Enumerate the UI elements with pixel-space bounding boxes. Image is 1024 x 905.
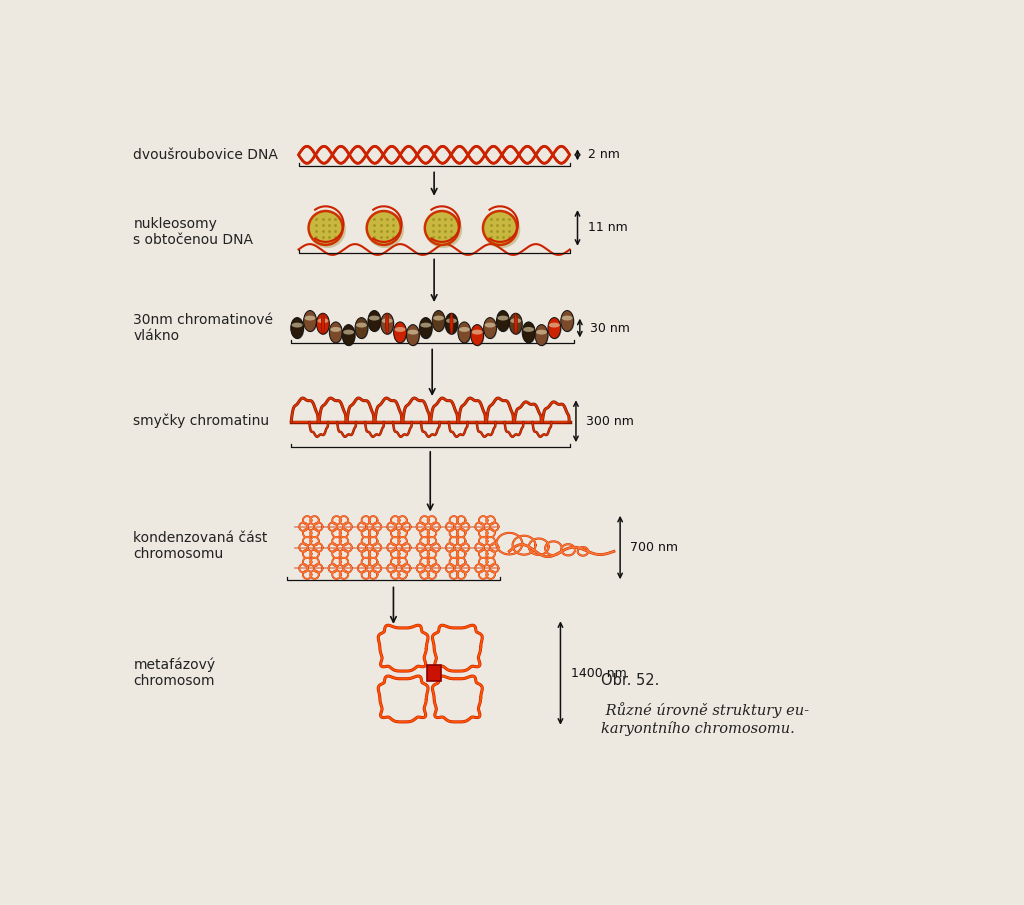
Ellipse shape — [522, 322, 536, 343]
Ellipse shape — [482, 211, 520, 248]
Ellipse shape — [561, 310, 573, 331]
Ellipse shape — [381, 313, 393, 334]
Ellipse shape — [445, 314, 459, 335]
Ellipse shape — [394, 323, 408, 344]
Ellipse shape — [459, 327, 470, 332]
Ellipse shape — [548, 318, 561, 338]
Ellipse shape — [432, 310, 445, 331]
Text: Obr. 52.: Obr. 52. — [601, 673, 659, 688]
Ellipse shape — [458, 322, 471, 343]
Ellipse shape — [292, 319, 304, 339]
Ellipse shape — [445, 313, 458, 334]
Bar — [427, 665, 441, 681]
Ellipse shape — [433, 316, 444, 320]
Ellipse shape — [459, 323, 471, 344]
Ellipse shape — [331, 327, 341, 332]
Ellipse shape — [561, 311, 574, 332]
Ellipse shape — [536, 329, 547, 335]
Ellipse shape — [355, 318, 368, 338]
Text: smyčky chromatinu: smyčky chromatinu — [133, 414, 269, 428]
Text: kondenzovaná část
chromosomu: kondenzovaná část chromosomu — [133, 531, 268, 561]
Ellipse shape — [471, 326, 484, 347]
Ellipse shape — [386, 313, 389, 334]
Ellipse shape — [408, 326, 420, 347]
Ellipse shape — [510, 314, 523, 335]
Ellipse shape — [433, 311, 445, 332]
Ellipse shape — [523, 323, 536, 344]
Ellipse shape — [393, 322, 407, 343]
Ellipse shape — [368, 310, 381, 331]
Ellipse shape — [472, 329, 482, 335]
Text: 1400 nm: 1400 nm — [570, 666, 627, 680]
Ellipse shape — [369, 311, 382, 332]
Ellipse shape — [536, 326, 549, 347]
Ellipse shape — [549, 322, 560, 328]
Ellipse shape — [484, 319, 498, 339]
Ellipse shape — [446, 319, 457, 323]
Text: 11 nm: 11 nm — [588, 222, 628, 234]
Ellipse shape — [322, 313, 325, 334]
Circle shape — [367, 211, 400, 245]
Text: 2 nm: 2 nm — [588, 148, 620, 161]
Ellipse shape — [369, 316, 380, 320]
Ellipse shape — [497, 310, 509, 331]
Ellipse shape — [536, 325, 548, 346]
Ellipse shape — [367, 211, 404, 248]
Ellipse shape — [303, 310, 316, 331]
Ellipse shape — [342, 325, 355, 346]
Text: metafázový
chromosom: metafázový chromosom — [133, 658, 215, 689]
Ellipse shape — [471, 325, 483, 346]
Circle shape — [483, 211, 517, 245]
Ellipse shape — [420, 319, 433, 339]
Ellipse shape — [316, 313, 330, 334]
Ellipse shape — [317, 314, 330, 335]
Ellipse shape — [509, 313, 522, 334]
Ellipse shape — [523, 327, 535, 332]
Ellipse shape — [382, 314, 394, 335]
Ellipse shape — [330, 323, 343, 344]
Ellipse shape — [510, 319, 521, 323]
Ellipse shape — [304, 311, 317, 332]
Ellipse shape — [408, 329, 419, 335]
Ellipse shape — [291, 318, 303, 338]
Ellipse shape — [450, 313, 453, 334]
Ellipse shape — [330, 322, 342, 343]
Text: nukleosomy
s obtočenou DNA: nukleosomy s obtočenou DNA — [133, 216, 253, 247]
Ellipse shape — [356, 322, 367, 328]
Ellipse shape — [317, 319, 329, 323]
Ellipse shape — [483, 318, 497, 338]
Ellipse shape — [498, 316, 508, 320]
Text: Různé úrovně struktury eu-
karyontního chromosomu.: Různé úrovně struktury eu- karyontního c… — [601, 702, 809, 736]
Ellipse shape — [308, 211, 346, 248]
Ellipse shape — [407, 325, 420, 346]
Circle shape — [425, 211, 459, 245]
Ellipse shape — [498, 311, 510, 332]
Ellipse shape — [343, 329, 354, 335]
Text: 700 nm: 700 nm — [630, 541, 678, 554]
Ellipse shape — [514, 313, 517, 334]
Ellipse shape — [292, 322, 303, 328]
Ellipse shape — [304, 316, 315, 320]
Ellipse shape — [562, 316, 572, 320]
Ellipse shape — [484, 322, 496, 328]
Text: 30 nm: 30 nm — [590, 321, 630, 335]
Ellipse shape — [425, 211, 462, 248]
Ellipse shape — [420, 318, 432, 338]
Circle shape — [308, 211, 343, 245]
Ellipse shape — [382, 319, 392, 323]
Ellipse shape — [420, 322, 431, 328]
Text: dvoušroubovice DNA: dvoušroubovice DNA — [133, 148, 279, 162]
Ellipse shape — [343, 326, 355, 347]
Text: 30nm chromatinové
vlákno: 30nm chromatinové vlákno — [133, 313, 273, 343]
Ellipse shape — [355, 319, 369, 339]
Ellipse shape — [549, 319, 561, 339]
Text: 300 nm: 300 nm — [586, 414, 634, 428]
Ellipse shape — [394, 327, 406, 332]
